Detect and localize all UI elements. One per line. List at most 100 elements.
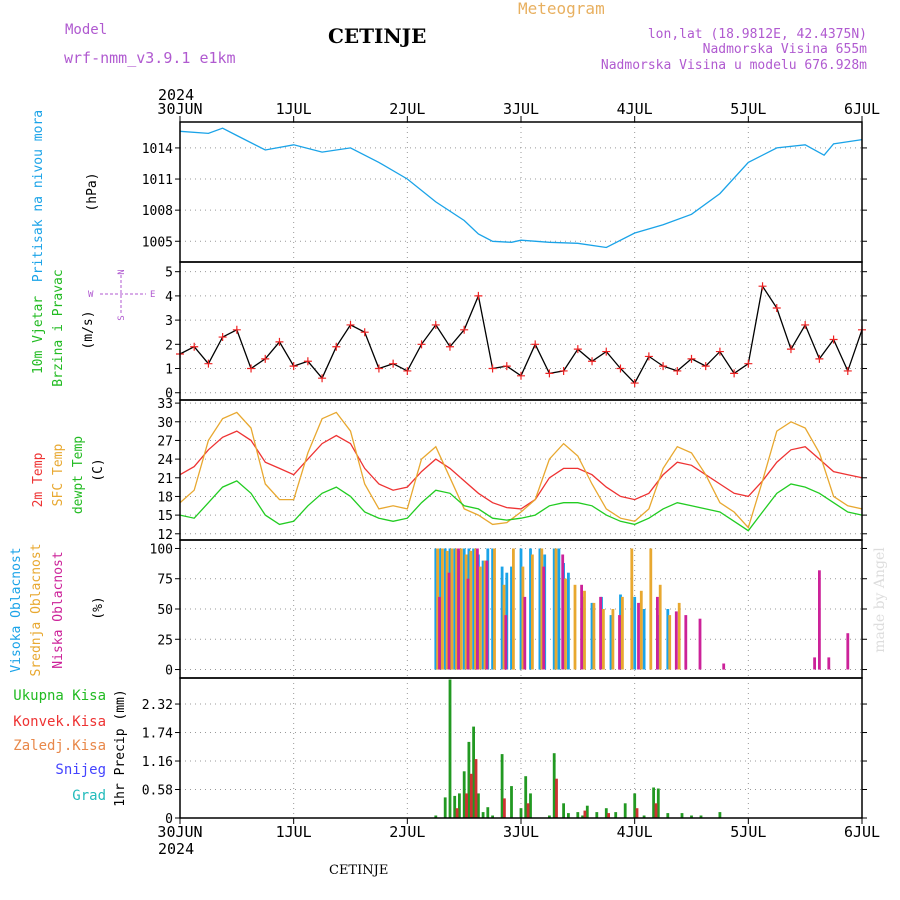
wind-marker — [744, 359, 753, 368]
wind-marker — [332, 342, 341, 351]
bar-srednja-oblacnost — [469, 550, 473, 670]
bar-srednja-oblacnost — [493, 548, 496, 670]
product-title: Meteogram — [518, 0, 605, 18]
bar-ukupna-kisa — [462, 771, 466, 818]
bar-ukupna-kisa — [623, 803, 627, 818]
bar-ukupna-kisa — [576, 812, 580, 818]
bar-srednja-oblacnost — [521, 566, 525, 670]
temp-ylabel-2: SFC Temp — [51, 444, 66, 507]
series-line-sfc-temp — [179, 411, 863, 529]
time-tick-label: 5JUL — [730, 823, 766, 841]
wind-marker — [517, 371, 525, 380]
bar-srednja-oblacnost — [639, 590, 643, 670]
wind-marker — [460, 325, 469, 334]
temperature-panel: 12 15 18 21 24 27 30 33 — [157, 397, 867, 543]
wind-marker — [303, 357, 312, 366]
bar-niska-oblacnost — [618, 615, 621, 670]
y-tick-label: 30 — [157, 416, 173, 431]
bar-konvek-kisa — [455, 808, 459, 818]
bar-ukupna-kisa — [718, 812, 722, 818]
time-tick-label: 6JUL — [844, 823, 880, 841]
compass-w: W — [88, 290, 94, 300]
wind-marker — [389, 359, 398, 368]
bar-niska-oblacnost — [637, 602, 640, 670]
y-tick-label: 3 — [165, 314, 173, 329]
legend-entry: Zaledj.Kisa — [13, 738, 106, 754]
time-tick-label: 2JUL — [389, 823, 425, 841]
bar-niska-oblacnost — [523, 596, 527, 670]
time-tick-label: 30JUN — [157, 100, 202, 118]
bar-srednja-oblacnost — [502, 584, 506, 670]
bar-ukupna-kisa — [581, 815, 584, 818]
bar-srednja-oblacnost — [512, 548, 515, 670]
wind-marker — [829, 335, 838, 344]
y-tick-label: 2 — [165, 338, 173, 353]
cloud-panel: 0 25 50 75 100 — [150, 539, 867, 679]
compass-n: N — [117, 269, 127, 274]
bar-ukupna-kisa — [443, 797, 447, 818]
wind-marker — [488, 364, 497, 373]
series-line-dewpt-temp — [179, 480, 863, 532]
top-time-ticks: 30JUN 1JUL 2JUL 3JUL 4JUL 5JUL 6JUL — [157, 100, 880, 122]
bar-konvek-kisa — [635, 808, 639, 818]
bar-srednja-oblacnost — [658, 584, 662, 670]
y-tick-label: 0 — [165, 664, 173, 679]
bar-ukupna-kisa — [448, 679, 452, 818]
bar-konvek-kisa — [465, 793, 468, 818]
y-tick-label: 21 — [157, 472, 173, 487]
pressure-ylabel: Pritisak na nivou mora — [31, 110, 46, 282]
bar-visoka-oblacnost — [453, 548, 457, 670]
cloud-ylabel-2: Srednja Oblacnost — [29, 543, 44, 676]
wind-marker — [687, 354, 696, 363]
temp-ylabel-1: 2m Temp — [31, 452, 46, 507]
y-tick-label: 15 — [157, 509, 173, 524]
y-tick-label: 33 — [157, 397, 173, 412]
y-tick-label: 1.16 — [142, 755, 173, 770]
y-tick-label: 1014 — [142, 142, 173, 157]
time-tick-label: 4JUL — [617, 100, 653, 118]
bar-visoka-oblacnost — [481, 560, 485, 670]
bar-ukupna-kisa — [585, 805, 589, 818]
bar-ukupna-kisa — [699, 815, 703, 818]
temp-unit: (C) — [91, 458, 106, 481]
time-tick-label: 6JUL — [844, 100, 880, 118]
bar-niska-oblacnost — [818, 570, 821, 670]
wind-marker — [786, 345, 795, 354]
bar-visoka-oblacnost — [590, 602, 594, 670]
y-tick-label: 5 — [165, 266, 173, 281]
wind-marker — [659, 362, 668, 371]
wind-marker — [261, 354, 270, 363]
bar-ukupna-kisa — [519, 808, 523, 818]
bar-niska-oblacnost — [684, 615, 688, 670]
y-tick-label: 0 — [165, 812, 173, 827]
wind-marker — [275, 337, 284, 346]
bar-niska-oblacnost — [561, 554, 565, 670]
bar-srednja-oblacnost — [478, 566, 482, 670]
wind-marker — [218, 333, 227, 342]
bar-konvek-kisa — [654, 803, 658, 818]
model-elevation-text: Nadmorska Visina u modelu 676.928m — [601, 58, 867, 73]
bar-ukupna-kisa — [567, 813, 570, 818]
cloud-unit: (%) — [91, 596, 106, 619]
wind-compass: N S W E — [88, 269, 155, 320]
bar-ukupna-kisa — [548, 815, 551, 818]
time-tick-label: 2JUL — [389, 100, 425, 118]
bar-ukupna-kisa — [529, 793, 532, 818]
compass-s: S — [117, 315, 127, 320]
bar-srednja-oblacnost — [474, 548, 477, 670]
bar-srednja-oblacnost — [554, 548, 558, 670]
precip-ylabel: 1hr Precip (mm) — [113, 689, 128, 806]
wind-marker — [559, 366, 568, 375]
wind-unit: (m/s) — [81, 310, 96, 349]
bar-srednja-oblacnost — [649, 548, 653, 670]
precip-panel: 0 0.58 1.16 1.74 2.32 — [142, 677, 867, 827]
precip-legend: Ukupna Kisa Konvek.Kisa Zaledj.Kisa Snijeg G… — [13, 688, 106, 804]
cloud-ylabel-3: Niska Oblacnost — [51, 551, 66, 668]
bar-konvek-kisa — [526, 803, 530, 818]
wind-marker — [772, 304, 781, 312]
series-line-pritisak-na-nivou-mora — [179, 127, 863, 249]
bar-srednja-oblacnost — [445, 550, 449, 670]
bar-niska-oblacnost — [674, 611, 678, 670]
bar-visoka-oblacnost — [552, 548, 556, 670]
bar-ukupna-kisa — [524, 776, 528, 818]
